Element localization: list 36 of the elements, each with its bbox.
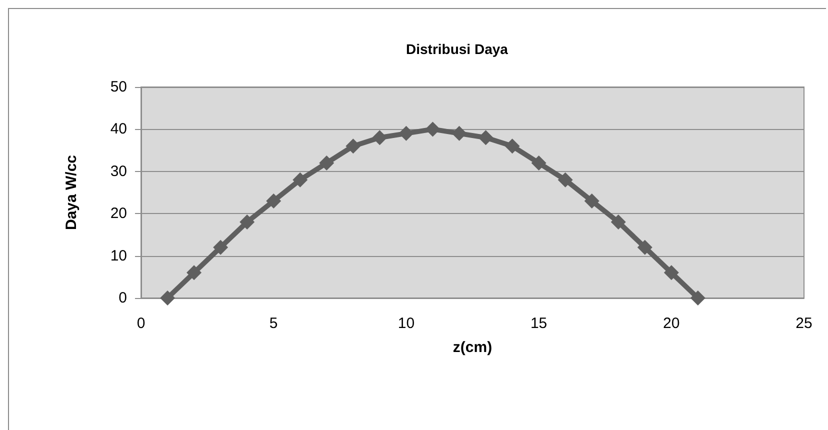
point (478, 130, 494, 146)
x-tick-label: 5 (269, 315, 278, 332)
point (319, 155, 334, 170)
x-tick-label: 15 (530, 315, 548, 332)
y-tick-label: 0 (118, 290, 127, 306)
point (558, 172, 573, 188)
y-tick-label: 40 (110, 120, 127, 138)
y-tick-label: 10 (110, 247, 127, 264)
chart-title: Distribusi Daya (406, 41, 508, 57)
point (452, 126, 467, 141)
point (372, 130, 388, 146)
point (186, 265, 202, 280)
x-tick-label: 20 (663, 315, 680, 332)
point (292, 172, 308, 188)
point (637, 240, 652, 255)
y-tick-label: 50 (110, 78, 127, 96)
x-axis-title: z(cm) (452, 339, 492, 356)
point (584, 193, 600, 208)
x-tick-label: 10 (398, 315, 415, 332)
point (266, 193, 282, 208)
point (213, 240, 228, 255)
point (664, 265, 679, 280)
point (690, 290, 706, 306)
point (346, 138, 361, 154)
x-tick-label: 0 (136, 315, 146, 332)
point (240, 214, 255, 230)
x-tick-label: 25 (796, 315, 812, 332)
point (504, 138, 520, 154)
point (425, 122, 440, 137)
y-tick-label: 20 (110, 205, 127, 222)
y-axis-title: Daya W/cc (63, 154, 80, 230)
y-tick-label: 30 (110, 162, 127, 180)
point (160, 290, 176, 306)
point (610, 214, 626, 230)
point (398, 126, 414, 141)
point (531, 155, 546, 170)
